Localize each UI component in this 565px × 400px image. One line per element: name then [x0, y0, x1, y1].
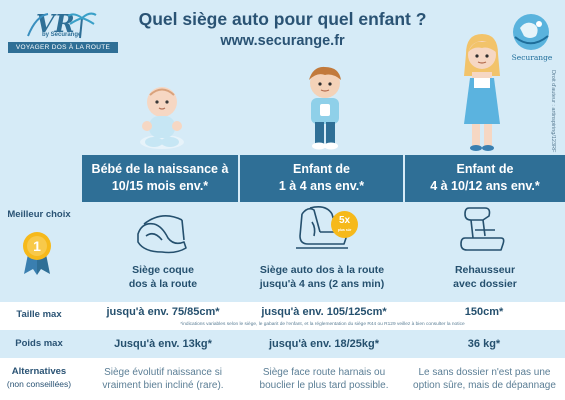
medal-number: 1: [33, 238, 41, 254]
image-credit: Droit d'auteur : artinspiring/123RF: [550, 70, 556, 153]
logo-ribbon: VOYAGER DOS À LA ROUTE: [8, 42, 118, 53]
size-row: [0, 302, 565, 330]
column-header-baby: Bébé de la naissance à 10/15 mois env.*: [82, 155, 238, 202]
size-value-infant: jusqu'à env. 75/85cm*: [106, 306, 220, 318]
globe-icon: [513, 14, 549, 50]
column-header-toddler: Enfant de 1 à 4 ans env.*: [240, 155, 403, 202]
weight-label: Poids max: [15, 338, 63, 349]
medal-icon: 1: [23, 232, 51, 275]
svg-text:VR: VR: [36, 9, 75, 38]
size-label: Taille max: [16, 309, 62, 320]
weight-value-toddler: jusqu'à env. 18/25kg*: [268, 338, 380, 350]
alternative-child: Le sans dossier n'est pas une option sûr…: [413, 367, 556, 391]
alternatives-row: [0, 358, 565, 400]
alternative-infant: Siège évolutif naissance si vraiment bie…: [102, 367, 224, 391]
baby-illustration-icon: [140, 87, 184, 149]
girl-illustration-icon: [464, 34, 500, 151]
footnote: *indications variables selon le siège, l…: [180, 322, 465, 327]
size-value-toddler: jusqu'à env. 105/125cm*: [261, 306, 387, 318]
best-choice-label: Meilleur choix: [7, 209, 71, 220]
size-value-child: 150cm*: [464, 306, 504, 318]
page-title: Quel siège auto pour quel enfant ?: [138, 9, 427, 29]
column-header-child: Enfant de 4 à 10/12 ans env.*: [405, 155, 565, 202]
seat-label-child: Rehausseur avec dossier: [453, 264, 517, 290]
toddler-illustration-icon: [309, 66, 341, 150]
safety-badge: 5x plus sûr: [331, 211, 358, 238]
weight-value-child: 36 kg*: [467, 338, 501, 350]
seat-label-infant: Siège coque dos à la route: [128, 264, 198, 290]
alternatives-label: Alternatives (non conseillées): [6, 366, 72, 389]
alternative-toddler: Siège face route harnais ou bouclier le …: [259, 367, 389, 391]
booster-seat-icon: [460, 207, 505, 251]
voyager-dos-logo: VR by Securange VOYAGER DOS À LA ROUTE: [8, 6, 118, 53]
site-url[interactable]: www.securange.fr: [220, 33, 345, 49]
securange-logo: Securange: [506, 10, 556, 66]
seat-label-toddler: Siège auto dos à la route jusqu'à 4 ans …: [259, 264, 385, 290]
infant-carrier-icon: [137, 215, 187, 254]
palm-tree-logo-icon: VR: [27, 9, 97, 39]
weight-value-infant: Jusqu'à env. 13kg*: [114, 338, 212, 350]
